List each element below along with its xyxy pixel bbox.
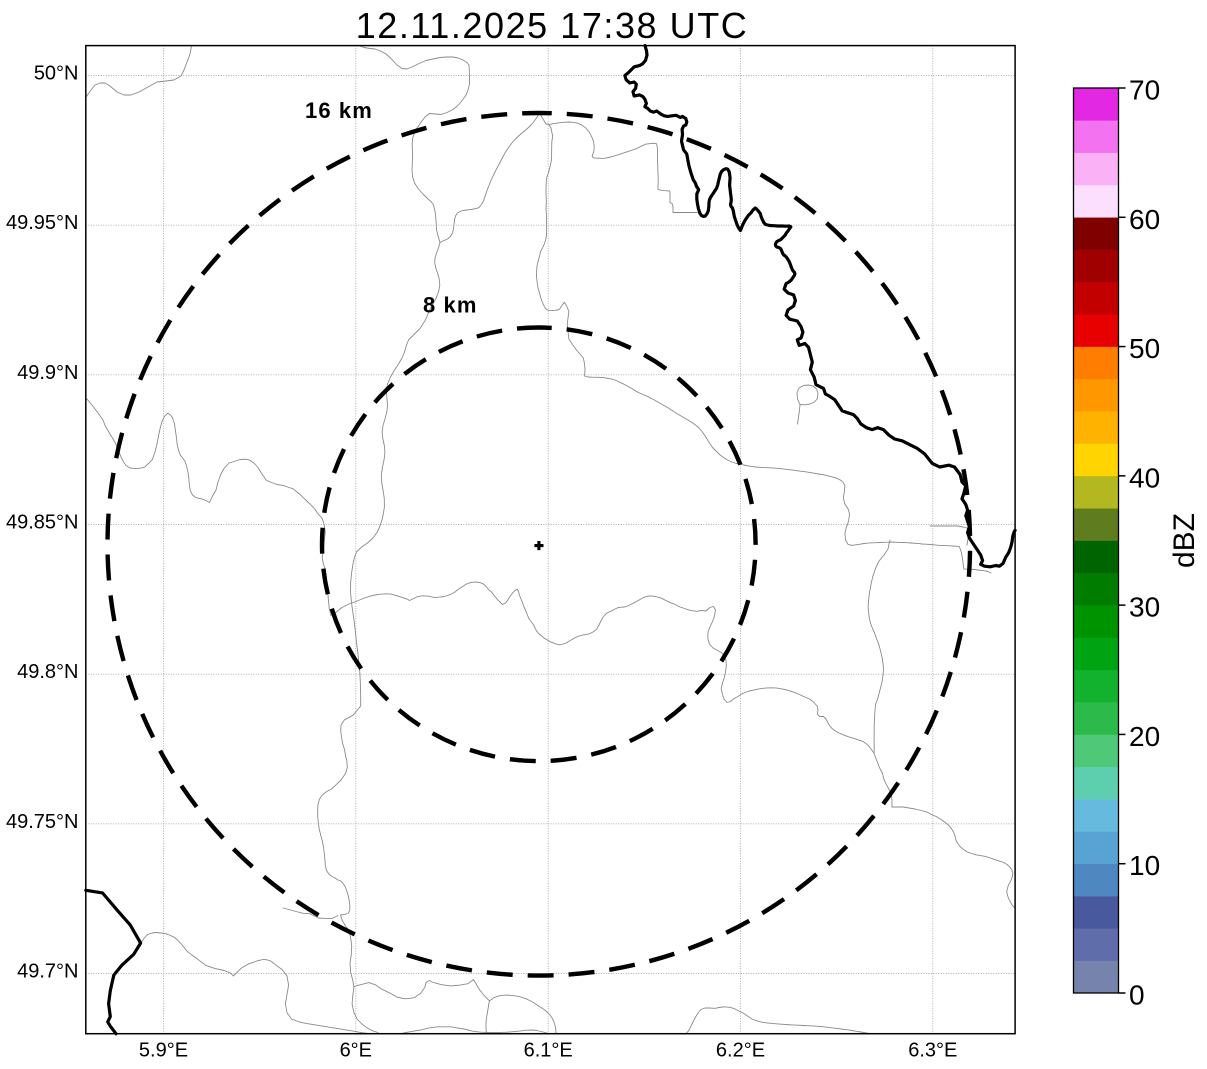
svg-text:12.11.2025 17:38 UTC: 12.11.2025 17:38 UTC [356,5,749,46]
svg-text:50: 50 [1129,333,1160,364]
svg-text:6.2°E: 6.2°E [716,1039,765,1061]
svg-text:49.9°N: 49.9°N [17,362,78,384]
svg-text:10: 10 [1129,850,1160,881]
svg-text:8 km: 8 km [423,293,478,318]
svg-text:0: 0 [1129,980,1145,1011]
svg-text:70: 70 [1129,75,1160,106]
svg-text:50°N: 50°N [34,63,79,85]
svg-text:dBZ: dBZ [1168,513,1201,568]
svg-text:49.75°N: 49.75°N [6,811,79,833]
svg-text:49.8°N: 49.8°N [17,661,78,683]
svg-text:49.95°N: 49.95°N [6,212,79,234]
svg-text:49.85°N: 49.85°N [6,512,79,534]
svg-text:49.7°N: 49.7°N [17,961,78,983]
svg-text:40: 40 [1129,462,1160,493]
svg-text:20: 20 [1129,721,1160,752]
svg-text:6.3°E: 6.3°E [908,1039,957,1061]
svg-text:6.1°E: 6.1°E [524,1039,573,1061]
svg-text:6°E: 6°E [340,1039,372,1061]
svg-text:5.9°E: 5.9°E [139,1039,188,1061]
svg-text:16 km: 16 km [305,98,373,123]
svg-text:60: 60 [1129,204,1160,235]
svg-text:30: 30 [1129,592,1160,623]
